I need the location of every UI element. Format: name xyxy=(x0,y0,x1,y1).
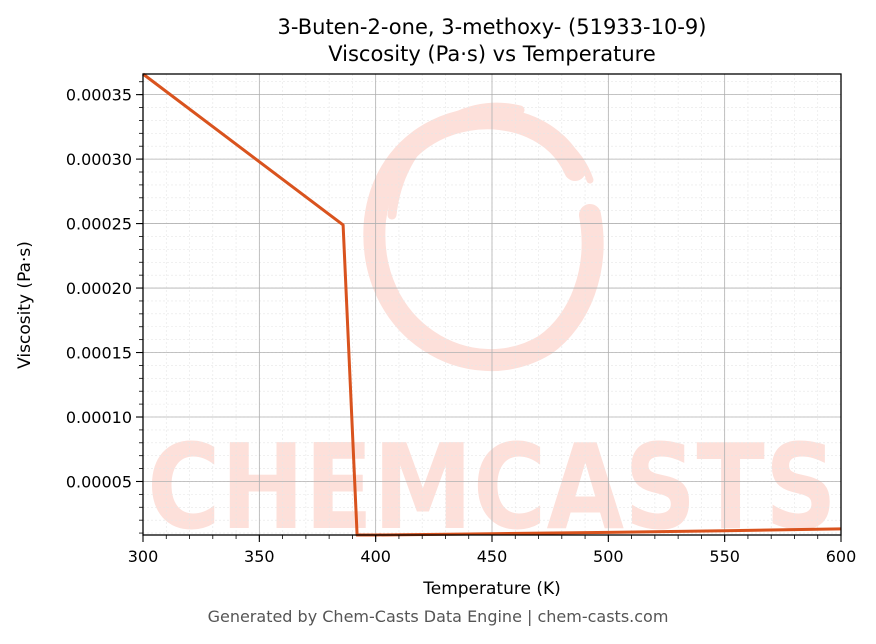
grid-major xyxy=(142,74,842,535)
y-tick-label: 0.00015 xyxy=(66,344,132,363)
y-axis: 0.00005 0.00010 0.00015 0.00020 0.00025 0.000… xyxy=(66,81,143,534)
y-tick-label: 0.00010 xyxy=(66,408,132,427)
y-axis-label: Viscosity (Pa·s) xyxy=(15,241,35,369)
y-tick-label: 0.00020 xyxy=(66,279,132,298)
chart-subtitle: Viscosity (Pa·s) vs Temperature xyxy=(328,42,656,66)
series-layer xyxy=(142,72,842,537)
x-tick-label: 350 xyxy=(244,547,275,566)
x-tick-label: 300 xyxy=(128,547,159,566)
y-tick-label: 0.00005 xyxy=(66,472,132,491)
x-tick-label: 450 xyxy=(477,547,508,566)
x-tick-label: 500 xyxy=(593,547,624,566)
x-axis: 300 350 400 450 500 550 600 xyxy=(128,535,857,566)
x-axis-label: Temperature (K) xyxy=(422,579,561,599)
y-tick-label: 0.00030 xyxy=(66,150,132,169)
series-line xyxy=(142,72,842,537)
y-tick-label: 0.00025 xyxy=(66,215,132,234)
footer-credit: Generated by Chem-Casts Data Engine | ch… xyxy=(207,607,669,626)
x-tick-label: 400 xyxy=(360,547,391,566)
chart-title: 3-Buten-2-one, 3-methoxy- (51933-10-9) xyxy=(278,15,707,39)
watermark-logo xyxy=(363,102,604,372)
y-tick-label: 0.00035 xyxy=(66,86,132,105)
x-tick-label: 550 xyxy=(709,547,740,566)
x-tick-label: 600 xyxy=(826,547,857,566)
